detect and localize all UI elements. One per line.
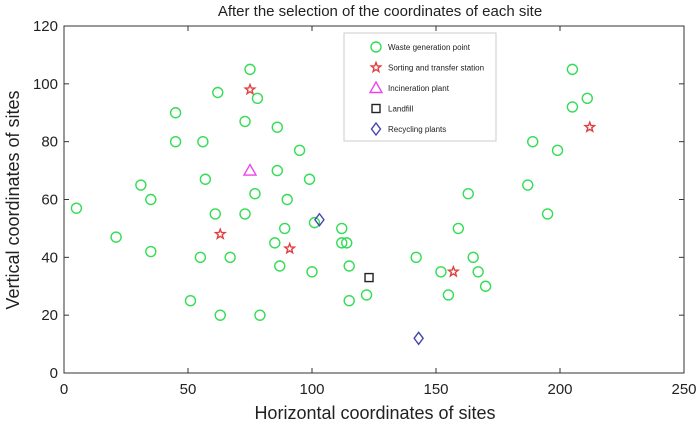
x-axis-title: Horizontal coordinates of sites: [254, 403, 495, 423]
triangle-point: [242, 163, 258, 176]
star-point: [213, 227, 227, 240]
legend-entry-label: Sorting and transfer station: [388, 64, 484, 73]
legend: Waste generation point Sorting and transf…: [343, 32, 497, 142]
circle-point: [249, 188, 261, 200]
circle-point: [360, 289, 373, 301]
circle-point: [254, 309, 266, 321]
y-tick-label: 40: [41, 249, 58, 266]
star-point: [583, 120, 597, 133]
x-tick-label: 0: [60, 381, 68, 398]
circle-point: [239, 208, 251, 220]
circle-point: [271, 121, 283, 133]
circle-point: [274, 260, 286, 272]
chart-title: After the selection of the coordinates o…: [218, 3, 542, 20]
circle-point: [197, 135, 209, 148]
legend-circle-marker: [370, 41, 382, 53]
circle-point: [336, 237, 348, 249]
circle-point: [269, 237, 281, 249]
series-star: [213, 82, 597, 278]
star-point: [283, 241, 297, 255]
circle-point: [452, 222, 465, 235]
circle-point: [194, 251, 207, 264]
star-point: [243, 82, 257, 96]
circle-point: [522, 179, 534, 191]
legend-entry-label: Waste generation point: [388, 43, 471, 52]
y-tick-label: 100: [33, 76, 58, 93]
circle-point: [462, 188, 474, 200]
legend-star-marker: [369, 60, 383, 74]
circle-point: [410, 251, 422, 264]
circle-point: [566, 101, 579, 113]
circle-point: [184, 295, 197, 307]
circle-point: [527, 135, 539, 148]
y-axis-title: Vertical coordinates of sites: [3, 90, 23, 309]
circle-point: [145, 245, 157, 258]
circle-point: [581, 92, 593, 104]
y-tick-label: 80: [41, 134, 58, 151]
circle-point: [224, 251, 236, 264]
legend-entry-label: Recycling plants: [388, 125, 446, 134]
series-triangle: [242, 163, 258, 176]
circle-point: [343, 260, 355, 272]
series-circle: [70, 63, 593, 321]
legend-entry-label: Incineration plant: [388, 84, 450, 93]
circle-point: [551, 144, 564, 157]
y-tick-label: 20: [41, 307, 58, 324]
square-point: [364, 272, 374, 283]
legend-square-marker: [371, 103, 381, 114]
circle-point: [336, 222, 348, 235]
y-tick-label: 120: [33, 18, 58, 35]
legend-entry-label: Landfill: [388, 105, 414, 114]
circle-point: [435, 266, 447, 278]
circle-point: [541, 208, 554, 220]
circle-point: [135, 179, 147, 191]
circle-point: [303, 173, 316, 185]
circle-point: [169, 135, 182, 148]
circle-point: [306, 266, 318, 278]
y-tick-label: 0: [50, 365, 58, 382]
y-tick-label: 60: [41, 192, 58, 209]
series-square: [364, 272, 374, 283]
star-point: [446, 264, 461, 278]
circle-point: [442, 289, 455, 301]
x-tick-label: 100: [299, 381, 324, 398]
circle-point: [110, 231, 122, 243]
x-tick-label: 250: [671, 381, 696, 398]
circle-point: [566, 63, 579, 76]
circle-point: [343, 295, 355, 307]
x-tick-label: 50: [180, 381, 197, 398]
circle-point: [169, 107, 182, 119]
x-tick-label: 150: [423, 381, 448, 398]
circle-point: [479, 280, 492, 292]
circle-point: [281, 193, 293, 206]
circle-point: [199, 173, 212, 185]
circle-point: [271, 164, 283, 177]
circle-point: [308, 216, 321, 229]
circle-point: [244, 63, 256, 76]
legend-diamond-marker: [370, 121, 382, 137]
data-points: [70, 63, 597, 346]
circle-point: [239, 115, 251, 128]
x-tick-label: 200: [547, 381, 572, 398]
diamond-point: [314, 212, 325, 227]
circle-point: [341, 237, 353, 249]
diamond-point: [413, 331, 425, 346]
legend-triangle-marker: [368, 80, 384, 94]
axis-ticks: 0 50 100 150 200 250 0 20 40 60 80 100 120: [33, 18, 697, 398]
circle-point: [70, 202, 83, 214]
circle-point: [212, 86, 224, 99]
circle-point: [293, 144, 306, 157]
series-diamond: [314, 212, 425, 346]
circle-point: [145, 193, 157, 206]
circle-point: [251, 92, 264, 104]
circle-point: [209, 208, 221, 220]
legend-box: [343, 32, 497, 142]
circle-point: [467, 251, 479, 264]
circle-point: [214, 309, 226, 321]
circle-point: [472, 266, 484, 278]
circle-point: [279, 222, 291, 235]
